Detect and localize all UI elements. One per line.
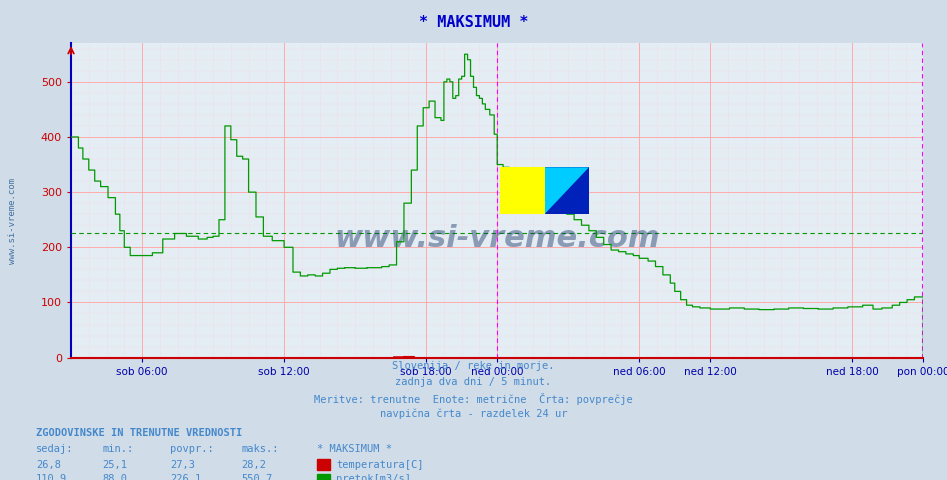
Text: www.si-vreme.com: www.si-vreme.com <box>334 224 660 252</box>
Text: * MAKSIMUM *: * MAKSIMUM * <box>317 444 392 454</box>
Text: 110,9: 110,9 <box>36 474 67 480</box>
Text: sedaj:: sedaj: <box>36 444 74 454</box>
Text: 27,3: 27,3 <box>170 459 195 469</box>
Text: zadnja dva dni / 5 minut.: zadnja dva dni / 5 minut. <box>396 377 551 387</box>
Text: 25,1: 25,1 <box>102 459 127 469</box>
Text: * MAKSIMUM *: * MAKSIMUM * <box>419 15 528 30</box>
Text: 226,1: 226,1 <box>170 474 202 480</box>
Text: Slovenija / reke in morje.: Slovenija / reke in morje. <box>392 361 555 371</box>
Text: temperatura[C]: temperatura[C] <box>336 459 423 469</box>
Text: maks.:: maks.: <box>241 444 279 454</box>
Text: 26,8: 26,8 <box>36 459 61 469</box>
Text: Meritve: trenutne  Enote: metrične  Črta: povprečje: Meritve: trenutne Enote: metrične Črta: … <box>314 393 633 405</box>
Text: navpična črta - razdelek 24 ur: navpična črta - razdelek 24 ur <box>380 408 567 419</box>
Text: pretok[m3/s]: pretok[m3/s] <box>336 474 411 480</box>
Text: povpr.:: povpr.: <box>170 444 214 454</box>
Text: www.si-vreme.com: www.si-vreme.com <box>8 178 17 264</box>
Text: 88,0: 88,0 <box>102 474 127 480</box>
Text: ZGODOVINSKE IN TRENUTNE VREDNOSTI: ZGODOVINSKE IN TRENUTNE VREDNOSTI <box>36 428 242 438</box>
Polygon shape <box>545 168 589 214</box>
Text: 550,7: 550,7 <box>241 474 273 480</box>
Text: min.:: min.: <box>102 444 134 454</box>
Text: 28,2: 28,2 <box>241 459 266 469</box>
